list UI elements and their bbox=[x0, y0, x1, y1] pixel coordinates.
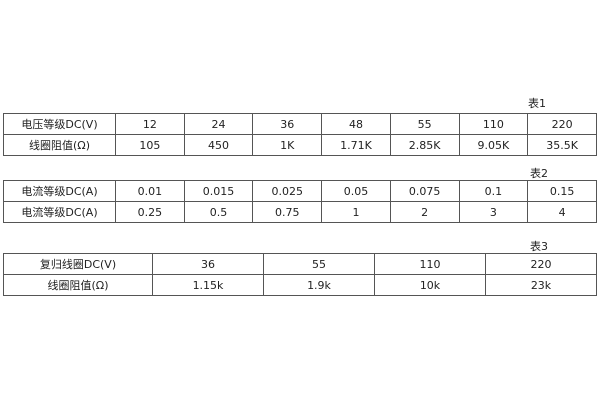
table1: 电压等级DC(V) 12 24 36 48 55 110 220 线圈阻值(Ω) 105 450 1K… bbox=[3, 113, 597, 156]
table-cell: 1K bbox=[252, 134, 323, 156]
table-cell: 0.75 bbox=[252, 201, 323, 223]
table-cell: 4 bbox=[527, 201, 597, 223]
table-cell: 2.85K bbox=[389, 134, 460, 156]
table-cell: 0.5 bbox=[183, 201, 254, 223]
table-cell: 0.15 bbox=[527, 180, 597, 202]
table-row: 复归线圈DC(V) 36 55 110 220 bbox=[3, 253, 597, 275]
table-cell: 55 bbox=[263, 253, 375, 275]
table-cell: 450 bbox=[183, 134, 254, 156]
table-row: 线圈阻值(Ω) 1.15k 1.9k 10k 23k bbox=[3, 274, 597, 296]
table-cell: 0.025 bbox=[252, 180, 323, 202]
table-cell: 0.05 bbox=[321, 180, 391, 202]
table-cell: 35.5K bbox=[527, 134, 597, 156]
table-cell: 0.01 bbox=[115, 180, 185, 202]
row-header: 电压等级DC(V) bbox=[3, 113, 116, 135]
table-cell: 0.075 bbox=[389, 180, 460, 202]
row-header: 线圈阻值(Ω) bbox=[3, 134, 116, 156]
table-cell: 105 bbox=[115, 134, 185, 156]
table-cell: 36 bbox=[252, 113, 323, 135]
row-header: 电流等级DC(A) bbox=[3, 180, 116, 202]
table-cell: 23k bbox=[485, 274, 597, 296]
row-header: 电流等级DC(A) bbox=[3, 201, 116, 223]
table-cell: 55 bbox=[389, 113, 460, 135]
table-cell: 1 bbox=[321, 201, 391, 223]
table-cell: 1.15k bbox=[152, 274, 264, 296]
table-cell: 0.1 bbox=[458, 180, 529, 202]
table-cell: 48 bbox=[321, 113, 391, 135]
table2: 电流等级DC(A) 0.01 0.015 0.025 0.05 0.075 0.1 0.15 电… bbox=[3, 180, 597, 223]
table-cell: 9.05K bbox=[458, 134, 529, 156]
table-cell: 36 bbox=[152, 253, 264, 275]
row-header: 复归线圈DC(V) bbox=[3, 253, 153, 275]
table3-caption: 表3 bbox=[530, 240, 548, 253]
table-cell: 220 bbox=[527, 113, 597, 135]
table1-caption: 表1 bbox=[528, 97, 546, 110]
table2-caption: 表2 bbox=[530, 167, 548, 180]
table-cell: 220 bbox=[485, 253, 597, 275]
row-header: 线圈阻值(Ω) bbox=[3, 274, 153, 296]
table-cell: 0.25 bbox=[115, 201, 185, 223]
table3: 复归线圈DC(V) 36 55 110 220 线圈阻值(Ω) 1.15k 1.9k 10k 23… bbox=[3, 253, 597, 296]
table-row: 电流等级DC(A) 0.01 0.015 0.025 0.05 0.075 0.1 0.15 bbox=[3, 180, 597, 202]
table-cell: 10k bbox=[374, 274, 486, 296]
table-cell: 1.9k bbox=[263, 274, 375, 296]
table-cell: 0.015 bbox=[183, 180, 254, 202]
table-row: 电压等级DC(V) 12 24 36 48 55 110 220 bbox=[3, 113, 597, 135]
table-cell: 110 bbox=[374, 253, 486, 275]
table-cell: 110 bbox=[458, 113, 529, 135]
table-cell: 1.71K bbox=[321, 134, 391, 156]
table-cell: 2 bbox=[389, 201, 460, 223]
table-cell: 24 bbox=[183, 113, 254, 135]
table-row: 电流等级DC(A) 0.25 0.5 0.75 1 2 3 4 bbox=[3, 201, 597, 223]
table-row: 线圈阻值(Ω) 105 450 1K 1.71K 2.85K 9.05K 35.5K bbox=[3, 134, 597, 156]
table-cell: 3 bbox=[458, 201, 529, 223]
table-cell: 12 bbox=[115, 113, 185, 135]
